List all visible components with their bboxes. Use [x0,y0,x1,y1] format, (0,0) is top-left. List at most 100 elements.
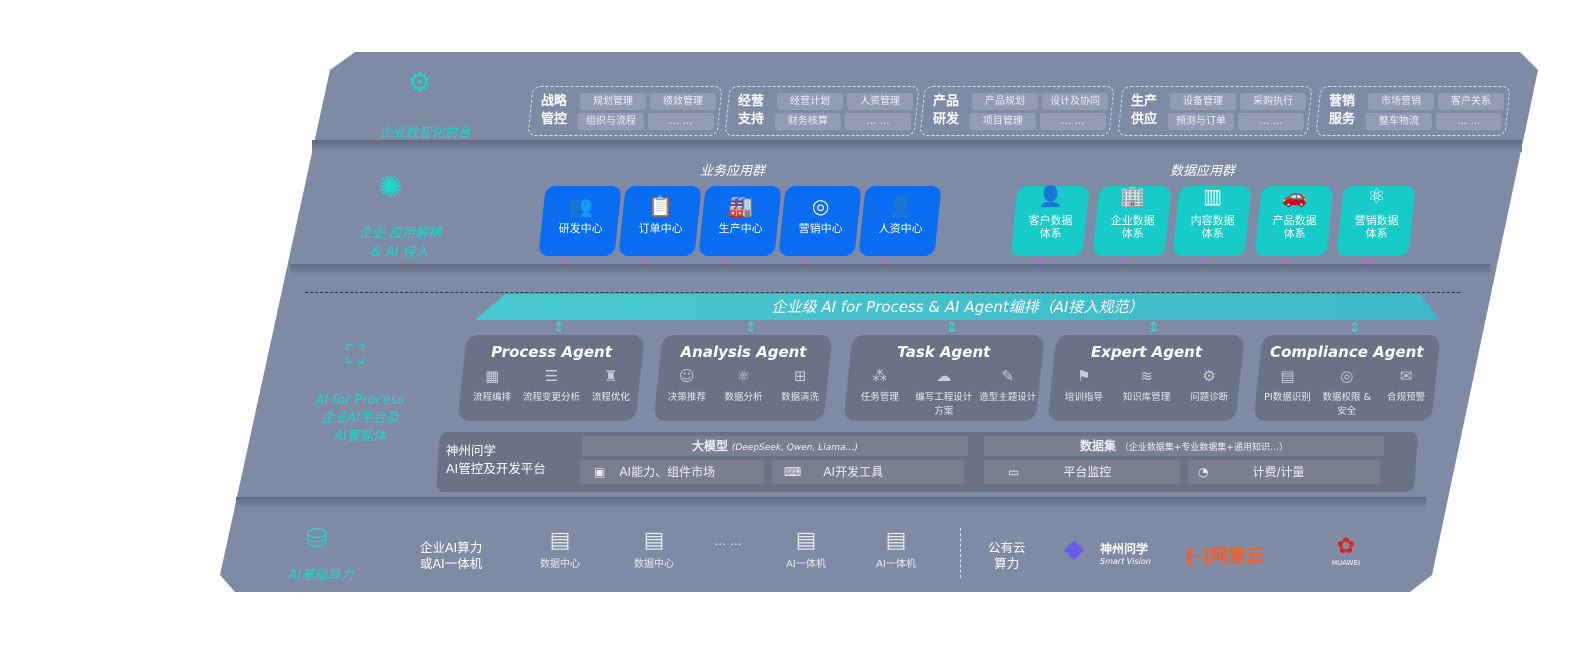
front-item[interactable]: … … [647,113,714,130]
front-group-title: 营销 服务 [1329,94,1356,127]
agent-name: Expert Agent [1091,343,1203,361]
platform-cell-devtools[interactable]: ⌨ AI开发工具 [772,460,964,484]
devtools-icon: ⌨ [784,465,802,479]
front-item[interactable]: 组织与流程 [577,113,644,130]
front-item[interactable]: … … [1039,113,1106,130]
front-item[interactable]: 设计及协同 [1041,93,1108,110]
front-item[interactable]: 预测与订单 [1167,113,1234,130]
front-item[interactable]: … … [1435,113,1502,130]
capability-icon: ⚙ [1202,367,1216,385]
server-icon: ▤ [643,528,665,553]
business-app[interactable]: 👥 研发中心 [538,186,622,256]
platform-cell-market[interactable]: ▣ AI能力、组件市场 [580,460,764,484]
compute-node[interactable]: ▤ 数据中心 [530,528,590,572]
compute-divider [960,528,961,578]
link-arrow-icon: ➚ [720,257,729,268]
app-icon: 👥 [568,194,594,218]
orchestration-banner [475,294,1440,320]
data-apps-title: 数据应用群 [1170,164,1236,179]
market-icon: ▣ [594,465,606,479]
compute-node[interactable]: ▤ 数据中心 [624,528,684,572]
front-item[interactable]: 规划管理 [579,93,646,110]
platform-cell-label: AI开发工具 [823,465,884,479]
platform-cell-label: 平台监控 [1063,465,1112,479]
data-app[interactable]: 🚗 产品数据 体系 [1254,184,1334,256]
capability-icon: ⁂ [872,367,888,385]
business-app[interactable]: 👤 人资中心 [858,186,942,256]
agent-card[interactable]: Analysis Agent ☺ 决策推荐 ⚛ 数据分析 ⊞ 数据清洗 [653,335,833,421]
bidirectional-arrow-icon: ⇕ [1349,320,1361,336]
front-item[interactable]: 产品规划 [971,93,1038,110]
agent-capability: ☰ 流程变更分析 [523,367,581,403]
front-item[interactable]: … … [844,113,911,130]
agent-capability: ⊞ 数据清洗 [772,367,828,403]
compute-node[interactable]: ▤ AI一体机 [866,528,926,572]
capability-icon: ♜ [604,367,618,385]
capability-icon: ✉ [1399,367,1413,385]
data-app[interactable]: ⚛ 营销数据 体系 [1336,184,1416,256]
data-app[interactable]: 🏢 企业数据 体系 [1092,184,1172,256]
agent-capability: ▦ 流程编排 [463,367,522,403]
data-app[interactable]: ▥ 内容数据 体系 [1172,184,1252,256]
front-item[interactable]: 项目管理 [969,113,1036,130]
shenzhou-logo: 神州问学 Smart Vision [1100,542,1151,566]
capability-icon: ≋ [1140,367,1153,385]
gauge-icon: ◔ [1198,465,1209,479]
front-item[interactable]: 采购执行 [1239,93,1306,110]
agent-card[interactable]: Process Agent ▦ 流程编排 ☰ 流程变更分析 ♜ 流程优化 [457,335,645,421]
dataset-note: （企业数据集+专业数据集+通用知识…） [1119,443,1288,453]
molecule-icon: ✺ [378,170,404,205]
agent-capability: ☺ 决策推荐 [659,367,715,403]
business-app[interactable]: 🏭 生产中心 [698,186,782,256]
agent-name: Compliance Agent [1270,343,1424,361]
front-item[interactable]: 客户关系 [1437,93,1504,110]
agent-card[interactable]: Expert Agent ⚑ 培训指导 ≋ 知识库管理 ⚙ 问题诊断 [1047,335,1245,421]
app-icon: 📋 [648,194,674,218]
platform-cell-billing[interactable]: ◔ 计费/计量 [1188,460,1380,484]
link-arrow-icon: ➚ [1198,257,1207,268]
divider-dashed [305,292,1460,293]
agent-capability: ✎ 造型主题设计 [976,367,1039,417]
agent-name: Analysis Agent [680,343,807,361]
business-app[interactable]: 📋 订单中心 [618,186,702,256]
compute-node[interactable]: ▤ AI一体机 [776,528,836,572]
front-group-title: 经营 支持 [738,94,765,127]
layer-divider [290,264,1490,276]
front-group: 生产 供应 设备管理 采购执行 预测与订单… … [1117,86,1313,136]
dataset-header: 数据集 （企业数据集+专业数据集+通用知识…） [984,436,1384,456]
front-item[interactable]: 绩效管理 [649,93,716,110]
platform-cell-monitor[interactable]: ▭ 平台监控 [984,460,1180,484]
app-icon: 🚗 [1282,184,1308,208]
agent-capability: ⚛ 数据分析 [715,367,771,403]
front-item[interactable]: 人资管理 [846,93,913,110]
front-item[interactable]: … … [1237,113,1304,130]
front-group: 营销 服务 市场营销 客户关系 整车物流… … [1315,86,1511,136]
link-arrow-icon: ➚ [800,257,809,268]
capability-icon: ☁ [936,367,952,385]
capability-icon: ▦ [485,367,500,385]
front-group: 产品 研发 产品规划 设计及协同 项目管理… … [919,86,1115,136]
agent-card[interactable]: Task Agent ⁂ 任务管理 ☁ 编写工程设计方案 ✎ 造型主题设计 [843,335,1045,421]
front-item[interactable]: 经营计划 [776,93,843,110]
front-item[interactable]: 市场营销 [1367,93,1434,110]
data-app[interactable]: 👤 客户数据 体系 [1010,184,1090,256]
capability-icon: ⚑ [1077,367,1091,385]
public-cloud-label: 公有云 算力 [988,540,1026,571]
bidirectional-arrow-icon: ⇕ [1148,320,1160,336]
agent-card[interactable]: Compliance Agent ▤ PI数据识别 ◎ 数据权限 & 安全 ✉ 合规预警 [1253,335,1441,421]
orchestration-banner-text: 企业级 AI for Process & AI Agent编排（AI接入规范） [771,298,1144,316]
huawei-logo: ✿ HUAWEI [1331,534,1361,567]
front-item[interactable]: 整车物流 [1365,113,1432,130]
business-app[interactable]: ◎ 营销中心 [778,186,862,256]
server-icon: ▤ [549,528,571,553]
link-arrow-icon: ➚ [1036,257,1045,268]
layer-divider [312,140,1522,152]
capability-icon: ☺ [679,367,695,385]
front-item[interactable]: 设备管理 [1169,93,1236,110]
front-item[interactable]: 财务核算 [774,113,841,130]
link-arrow-icon: ➚ [1118,257,1127,268]
shenzhou-logo-icon: ◆ [1064,534,1084,564]
capability-icon: ⊞ [793,367,807,385]
link-arrow-icon: ➚ [1362,257,1371,268]
app-icon: 🏭 [728,194,754,218]
